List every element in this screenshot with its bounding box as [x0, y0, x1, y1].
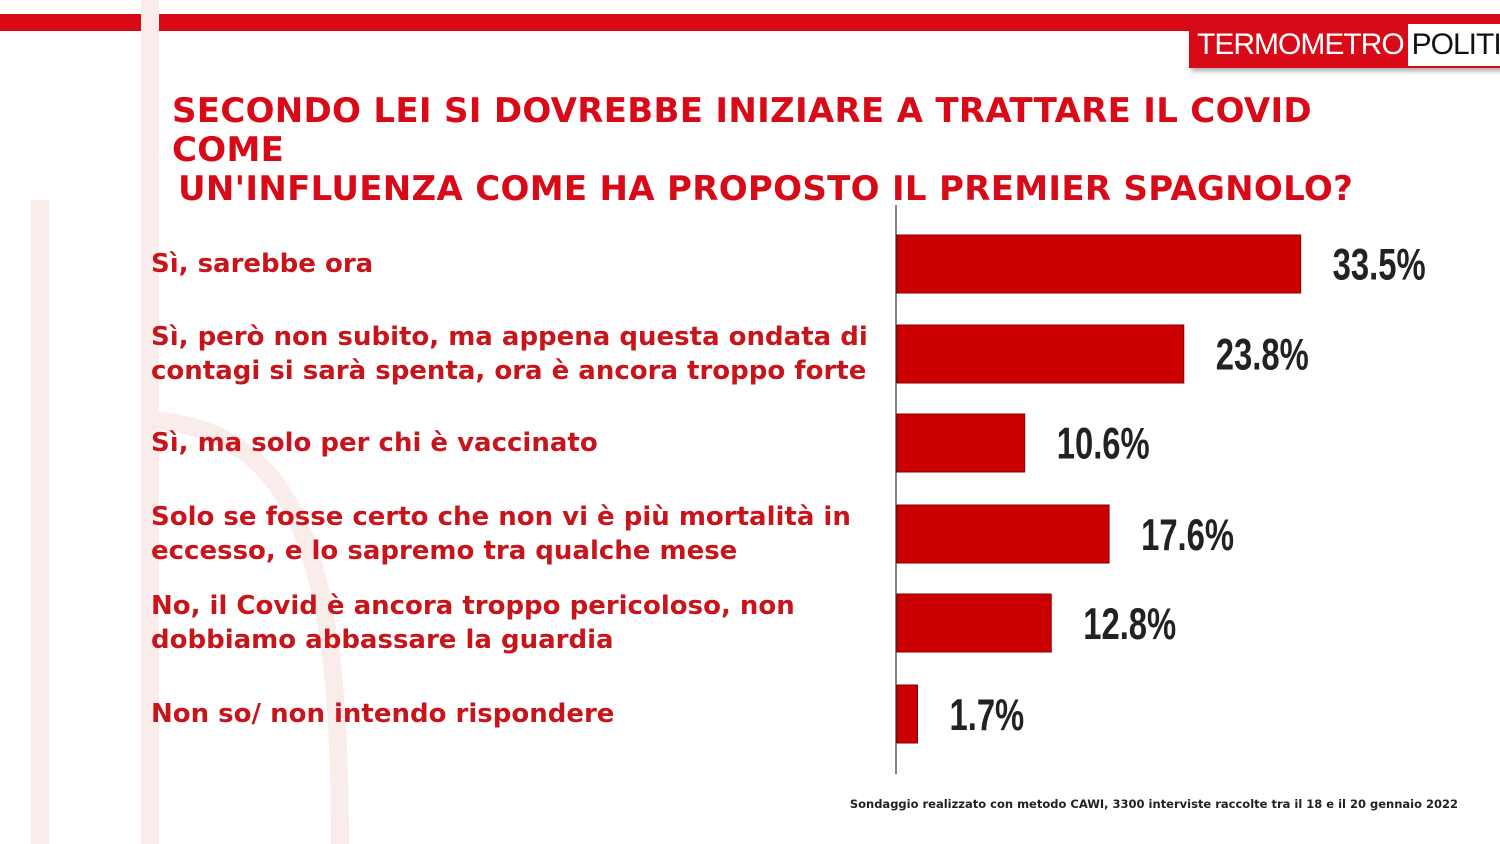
- chart-title-line-2: UN'INFLUENZA COME HA PROPOSTO IL PREMIER…: [178, 169, 1354, 209]
- chart-title-line-1: SECONDO LEI SI DOVREBBE INIZIARE A TRATT…: [172, 91, 1312, 170]
- category-label: Sì, ma solo per chi è vaccinato: [151, 426, 891, 460]
- category-label-line: contagi si sarà spenta, ora è ancora tro…: [151, 356, 867, 386]
- background-watermark: [31, 0, 349, 844]
- bar: [896, 413, 1026, 473]
- bar: [896, 324, 1185, 384]
- bar-value-label: 33.5%: [1333, 240, 1426, 290]
- bar: [896, 684, 918, 744]
- bar: [896, 593, 1052, 653]
- chart-title: SECONDO LEI SI DOVREBBE INIZIARE A TRATT…: [172, 92, 1432, 209]
- top-red-stripe: [0, 14, 1500, 31]
- bar: [896, 234, 1302, 294]
- category-label: Non so/ non intendo rispondere: [151, 697, 891, 731]
- logo-part-politico: POLITICO: [1407, 22, 1500, 68]
- logo-part-termometro: TERMOMETRO: [1189, 22, 1408, 68]
- category-label: Sì, sarebbe ora: [151, 247, 891, 281]
- bar-value-label: 17.6%: [1141, 510, 1234, 560]
- bar-value-label: 23.8%: [1216, 330, 1309, 380]
- category-label-line: Solo se fosse certo che non vi è più mor…: [151, 502, 851, 532]
- category-label-line: Sì, sarebbe ora: [151, 249, 374, 279]
- bar-value-label: 1.7%: [949, 690, 1024, 740]
- category-label: Sì, però non subito, ma appena questa on…: [151, 320, 891, 388]
- bar-value-label: 12.8%: [1083, 599, 1176, 649]
- category-label-line: dobbiamo abbassare la guardia: [151, 625, 614, 655]
- category-label-line: eccesso, e lo sapremo tra qualche mese: [151, 536, 738, 566]
- category-label: No, il Covid è ancora troppo pericoloso,…: [151, 589, 891, 657]
- bar-value-label: 10.6%: [1057, 419, 1150, 469]
- category-label: Solo se fosse certo che non vi è più mor…: [151, 500, 891, 568]
- bar: [896, 504, 1110, 564]
- category-label-line: Non so/ non intendo rispondere: [151, 699, 615, 729]
- termometro-politico-logo: TERMOMETRO POLITICO: [1189, 22, 1500, 68]
- category-label-line: Sì, ma solo per chi è vaccinato: [151, 428, 598, 458]
- category-label-line: No, il Covid è ancora troppo pericoloso,…: [151, 591, 795, 621]
- survey-footnote: Sondaggio realizzato con metodo CAWI, 33…: [849, 797, 1458, 811]
- category-label-line: Sì, però non subito, ma appena questa on…: [151, 322, 868, 352]
